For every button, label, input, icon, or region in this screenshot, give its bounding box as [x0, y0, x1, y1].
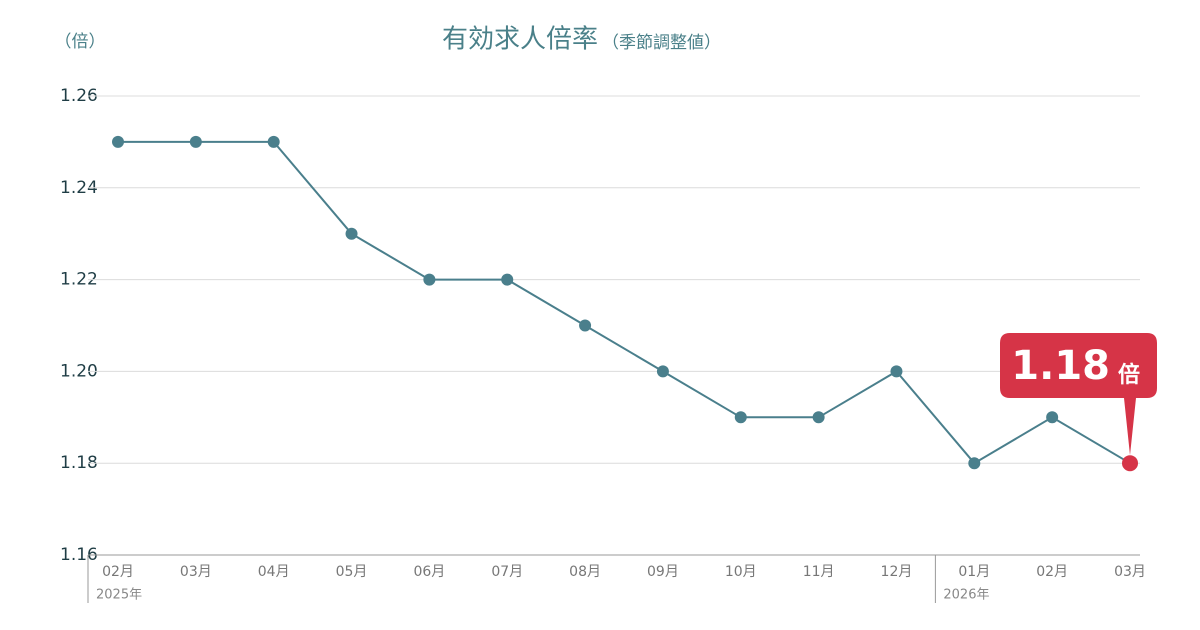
callout-box: [1000, 333, 1157, 456]
y-axis-label: （倍）: [55, 32, 106, 52]
data-point: [656, 365, 669, 378]
callout-unit: 倍: [1118, 362, 1140, 388]
data-point: [1122, 455, 1138, 472]
x-tick-label: 02月: [102, 564, 134, 580]
data-point: [579, 319, 592, 332]
x-tick-label: 04月: [258, 564, 290, 580]
x-tick-label: 06月: [413, 564, 445, 580]
data-point: [267, 135, 280, 148]
x-tick-label: 11月: [803, 564, 835, 580]
data-point: [890, 365, 903, 378]
data-point: [501, 273, 514, 286]
data-point: [1046, 411, 1059, 424]
data-point: [112, 135, 124, 148]
y-tick-label: 1.22: [60, 270, 98, 290]
data-point: [345, 227, 358, 240]
chart-title: 有効求人倍率: [442, 25, 598, 55]
x-tick-label: 08月: [569, 564, 601, 580]
y-tick-label: 1.24: [60, 178, 98, 198]
x-tick-label: 01月: [958, 564, 990, 580]
x-tick-label: 03月: [180, 564, 212, 580]
y-tick-label: 1.26: [60, 86, 98, 106]
x-tick-label: 07月: [491, 564, 523, 580]
x-tick-label: 09月: [647, 564, 679, 580]
y-tick-label: 1.18: [60, 453, 98, 473]
chart-subtitle: （季節調整値）: [602, 33, 721, 53]
year-label: 2025年: [96, 588, 142, 603]
x-tick-label: 12月: [881, 564, 913, 580]
data-point: [734, 411, 747, 424]
y-tick-label: 1.20: [60, 361, 98, 381]
callout-value: 1.18: [1011, 343, 1110, 389]
data-point: [189, 135, 202, 148]
data-point: [423, 273, 436, 286]
x-tick-label: 05月: [336, 564, 368, 580]
x-tick-label: 02月: [1036, 564, 1068, 580]
x-tick-label: 03月: [1114, 564, 1146, 580]
data-point: [812, 411, 825, 424]
year-label: 2026年: [943, 588, 989, 603]
x-tick-label: 10月: [725, 564, 757, 580]
data-point: [968, 457, 981, 470]
data-line: [118, 140, 1131, 465]
